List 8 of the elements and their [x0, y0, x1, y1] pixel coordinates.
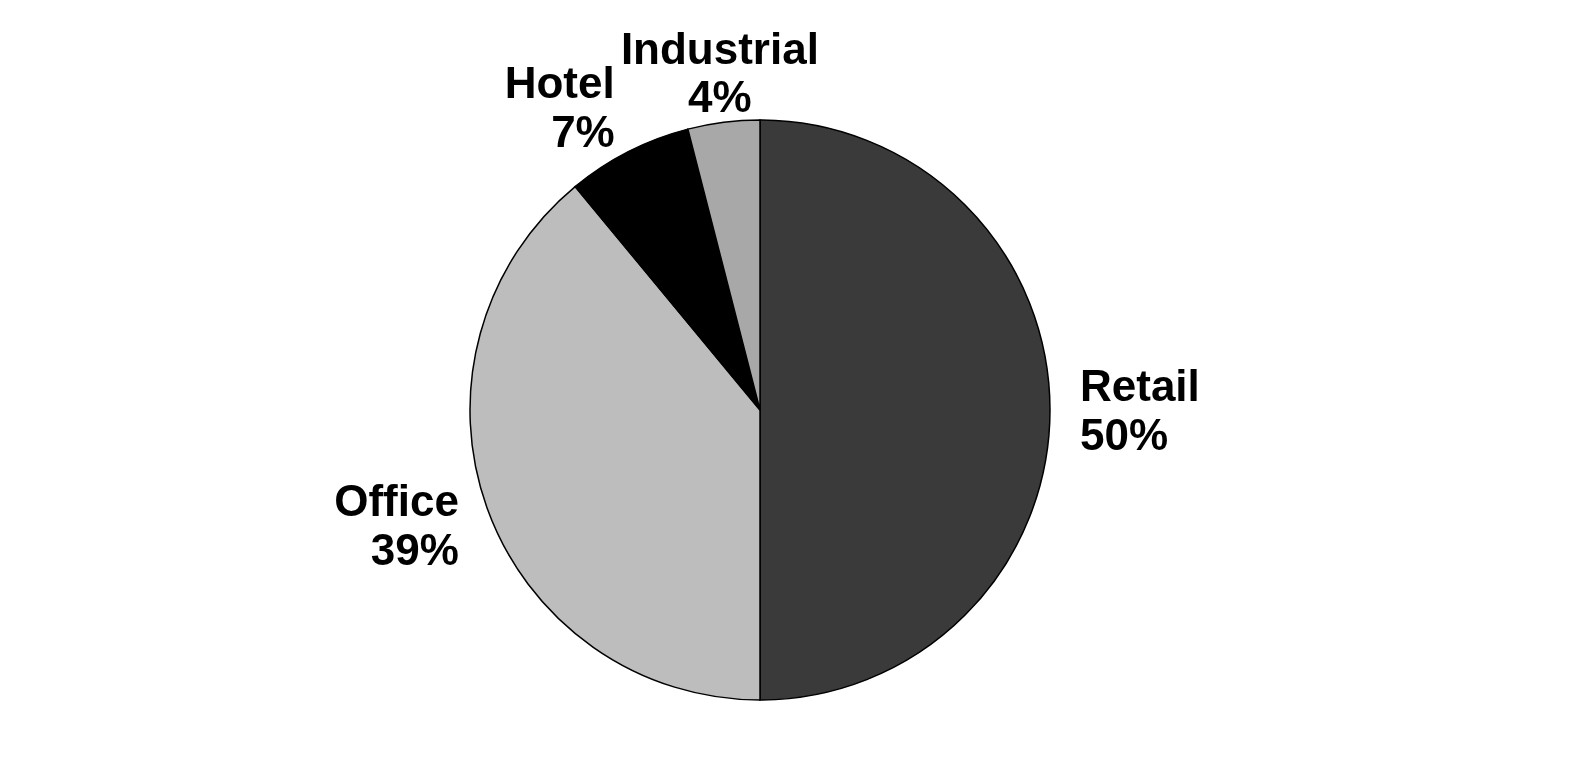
data-label: 39%	[370, 524, 459, 574]
data-label: 4%	[688, 72, 752, 122]
slice-label: Industrial	[620, 23, 819, 73]
data-label: 7%	[551, 106, 615, 156]
data-label: 50%	[1080, 409, 1169, 459]
slice-label: Office	[334, 476, 459, 526]
slice-label: Retail	[1080, 361, 1200, 411]
slice-label: Hotel	[504, 58, 615, 108]
